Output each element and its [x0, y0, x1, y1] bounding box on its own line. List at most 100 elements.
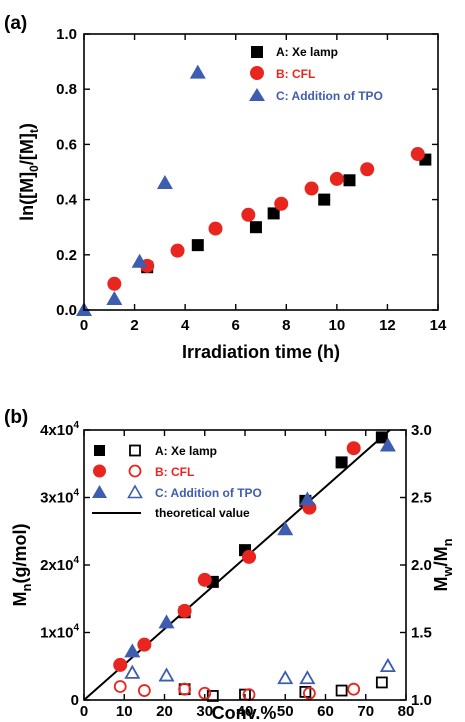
b-point-circle-open [178, 682, 192, 696]
b-point-square-open [375, 676, 388, 689]
b-point-triangle-filled [158, 614, 175, 629]
a-point-circle [107, 276, 122, 291]
a-xtick-label: 10 [329, 317, 346, 334]
a-xtick-label: 12 [379, 317, 396, 334]
chart-a-points [76, 64, 432, 316]
b-y2tick-label: 1.0 [411, 692, 432, 709]
b-xtick-label: 70 [357, 703, 374, 720]
b-point-circle-filled [137, 637, 152, 652]
b-point-circle-open [302, 686, 316, 700]
chart-a-ylabel-post: ) [17, 123, 37, 129]
a-point-square [343, 174, 356, 187]
b-xtick-label: 80 [398, 703, 415, 720]
b-point-circle-filled [177, 603, 192, 618]
b-xtick-label: 30 [196, 703, 213, 720]
chart-a-plot-frame [83, 33, 439, 311]
b-point-triangle-filled [379, 437, 396, 452]
a-xtick-label: 2 [130, 317, 138, 334]
chart-b-plot-frame [83, 429, 407, 701]
b-point-circle-open [198, 686, 212, 700]
b-point-circle-open [137, 684, 151, 697]
b-y2tick-label: 2.0 [411, 557, 432, 574]
chart-b-ylabel-right-mid: /M [431, 546, 451, 566]
b-point-triangle-filled [124, 643, 141, 658]
a-xtick-label: 0 [80, 317, 88, 334]
chart-b-ylabel-left: Mn(g/mol) [10, 524, 34, 607]
a-point-triangle [131, 253, 148, 268]
a-xtick-label: 8 [282, 317, 290, 334]
a-point-square [318, 193, 331, 206]
b-ytick-label-exp: 4 [73, 420, 79, 431]
legend-b-marker-square-open [129, 444, 141, 457]
b-ytick-label: 3x104 [40, 488, 79, 507]
a-ytick-label: 0.8 [56, 81, 77, 98]
chart-b-ylabel-right-sub1: w [440, 566, 455, 578]
a-point-circle [410, 147, 425, 162]
chart-a-ylabel-sub2: t [27, 129, 41, 133]
a-xtick-label: 14 [430, 317, 447, 334]
b-point-circle-filled [242, 549, 257, 564]
chart-b-ylabel-left-post: (g/mol) [10, 524, 30, 584]
legend-a-label-cfl: B: CFL [276, 67, 315, 81]
chart-a-xlabel: Irradiation time (h) [182, 342, 340, 362]
b-ytick-label: 0 [71, 692, 79, 709]
a-point-circle [274, 196, 289, 211]
a-point-square [249, 221, 262, 234]
chart-a-ylabel-sub1: 0 [27, 165, 41, 172]
b-ytick-label-exp: 4 [73, 488, 79, 499]
chart-b-ylabel-right: Mw/Mn [431, 538, 455, 591]
chart-b-ylabel-right-pre: M [431, 577, 451, 592]
a-point-circle [360, 162, 375, 177]
chart-a-ylabel-pre: ln([M] [17, 172, 37, 221]
legend-b-label-tpo: C: Addition of TPO [155, 486, 262, 500]
b-point-triangle-filled [277, 521, 294, 536]
legend-b-marker-triangle-open [127, 484, 143, 499]
b-xtick-label: 50 [277, 703, 294, 720]
a-point-circle [304, 181, 319, 196]
chart-b-ylabel-right-sub2: n [440, 538, 455, 546]
b-ytick-label-base: 1x10 [40, 625, 73, 642]
a-point-triangle [106, 290, 123, 305]
b-xtick-label: 60 [317, 703, 334, 720]
chart-a: (a) 0 2 4 6 8 10 12 14 0.0 0.2 0.4 0.6 0.8 1.0 Irradi… [4, 13, 447, 362]
a-xtick-label: 4 [181, 317, 190, 334]
b-point-circle-filled [346, 441, 361, 456]
chart-b-ylabel-left-pre: M [10, 591, 30, 606]
b-y2tick-label: 1.5 [411, 625, 432, 642]
b-y2tick-label: 2.5 [411, 490, 432, 507]
b-point-triangle-filled [299, 491, 316, 506]
b-xtick-label: 10 [116, 703, 133, 720]
b-xtick-label: 20 [156, 703, 173, 720]
panel-label-a: (a) [4, 13, 27, 34]
legend-a-marker-triangle [249, 88, 265, 101]
legend-b-label-xe: A: Xe lamp [155, 444, 217, 458]
b-point-circle-open [113, 680, 127, 693]
b-ytick-label: 2x104 [40, 555, 79, 574]
chart-b-points [113, 431, 396, 702]
b-ytick-label: 4x104 [40, 420, 79, 439]
b-ytick-label-base: 0 [71, 692, 79, 709]
b-point-square-open [335, 684, 348, 697]
chart-a-ylabel-mid: /[M] [17, 133, 37, 165]
b-ytick-label-base: 3x10 [40, 490, 73, 507]
a-point-circle [329, 171, 344, 186]
chart-b-legend: A: Xe lamp B: CFL C: Addition of TPO the… [92, 444, 262, 520]
a-ytick-label: 0.4 [56, 192, 78, 209]
a-point-triangle [156, 175, 173, 190]
b-point-triangle-open [299, 670, 316, 685]
a-ytick-label: 0.6 [56, 136, 77, 153]
b-point-triangle-open [277, 670, 294, 685]
b-ytick-label-exp: 4 [73, 623, 79, 634]
legend-b-marker-circle-open [128, 464, 142, 478]
b-point-circle-open [347, 682, 361, 696]
chart-b-ylabel-left-sub: n [19, 583, 34, 591]
chart-b-ticks: 0 10 20 30 40 50 60 70 8001x1042x1043x1044x1041.… [40, 420, 432, 720]
b-ytick-label: 1x104 [40, 623, 79, 642]
a-point-circle [241, 207, 256, 222]
legend-a-marker-circle [250, 66, 264, 80]
chart-a-legend: A: Xe lamp B: CFL C: Addition of TPO [249, 45, 383, 103]
b-xtick-label: 40 [237, 703, 254, 720]
b-point-square-open [206, 690, 219, 702]
b-point-circle-filled [113, 657, 128, 672]
b-point-triangle-open [379, 657, 396, 673]
